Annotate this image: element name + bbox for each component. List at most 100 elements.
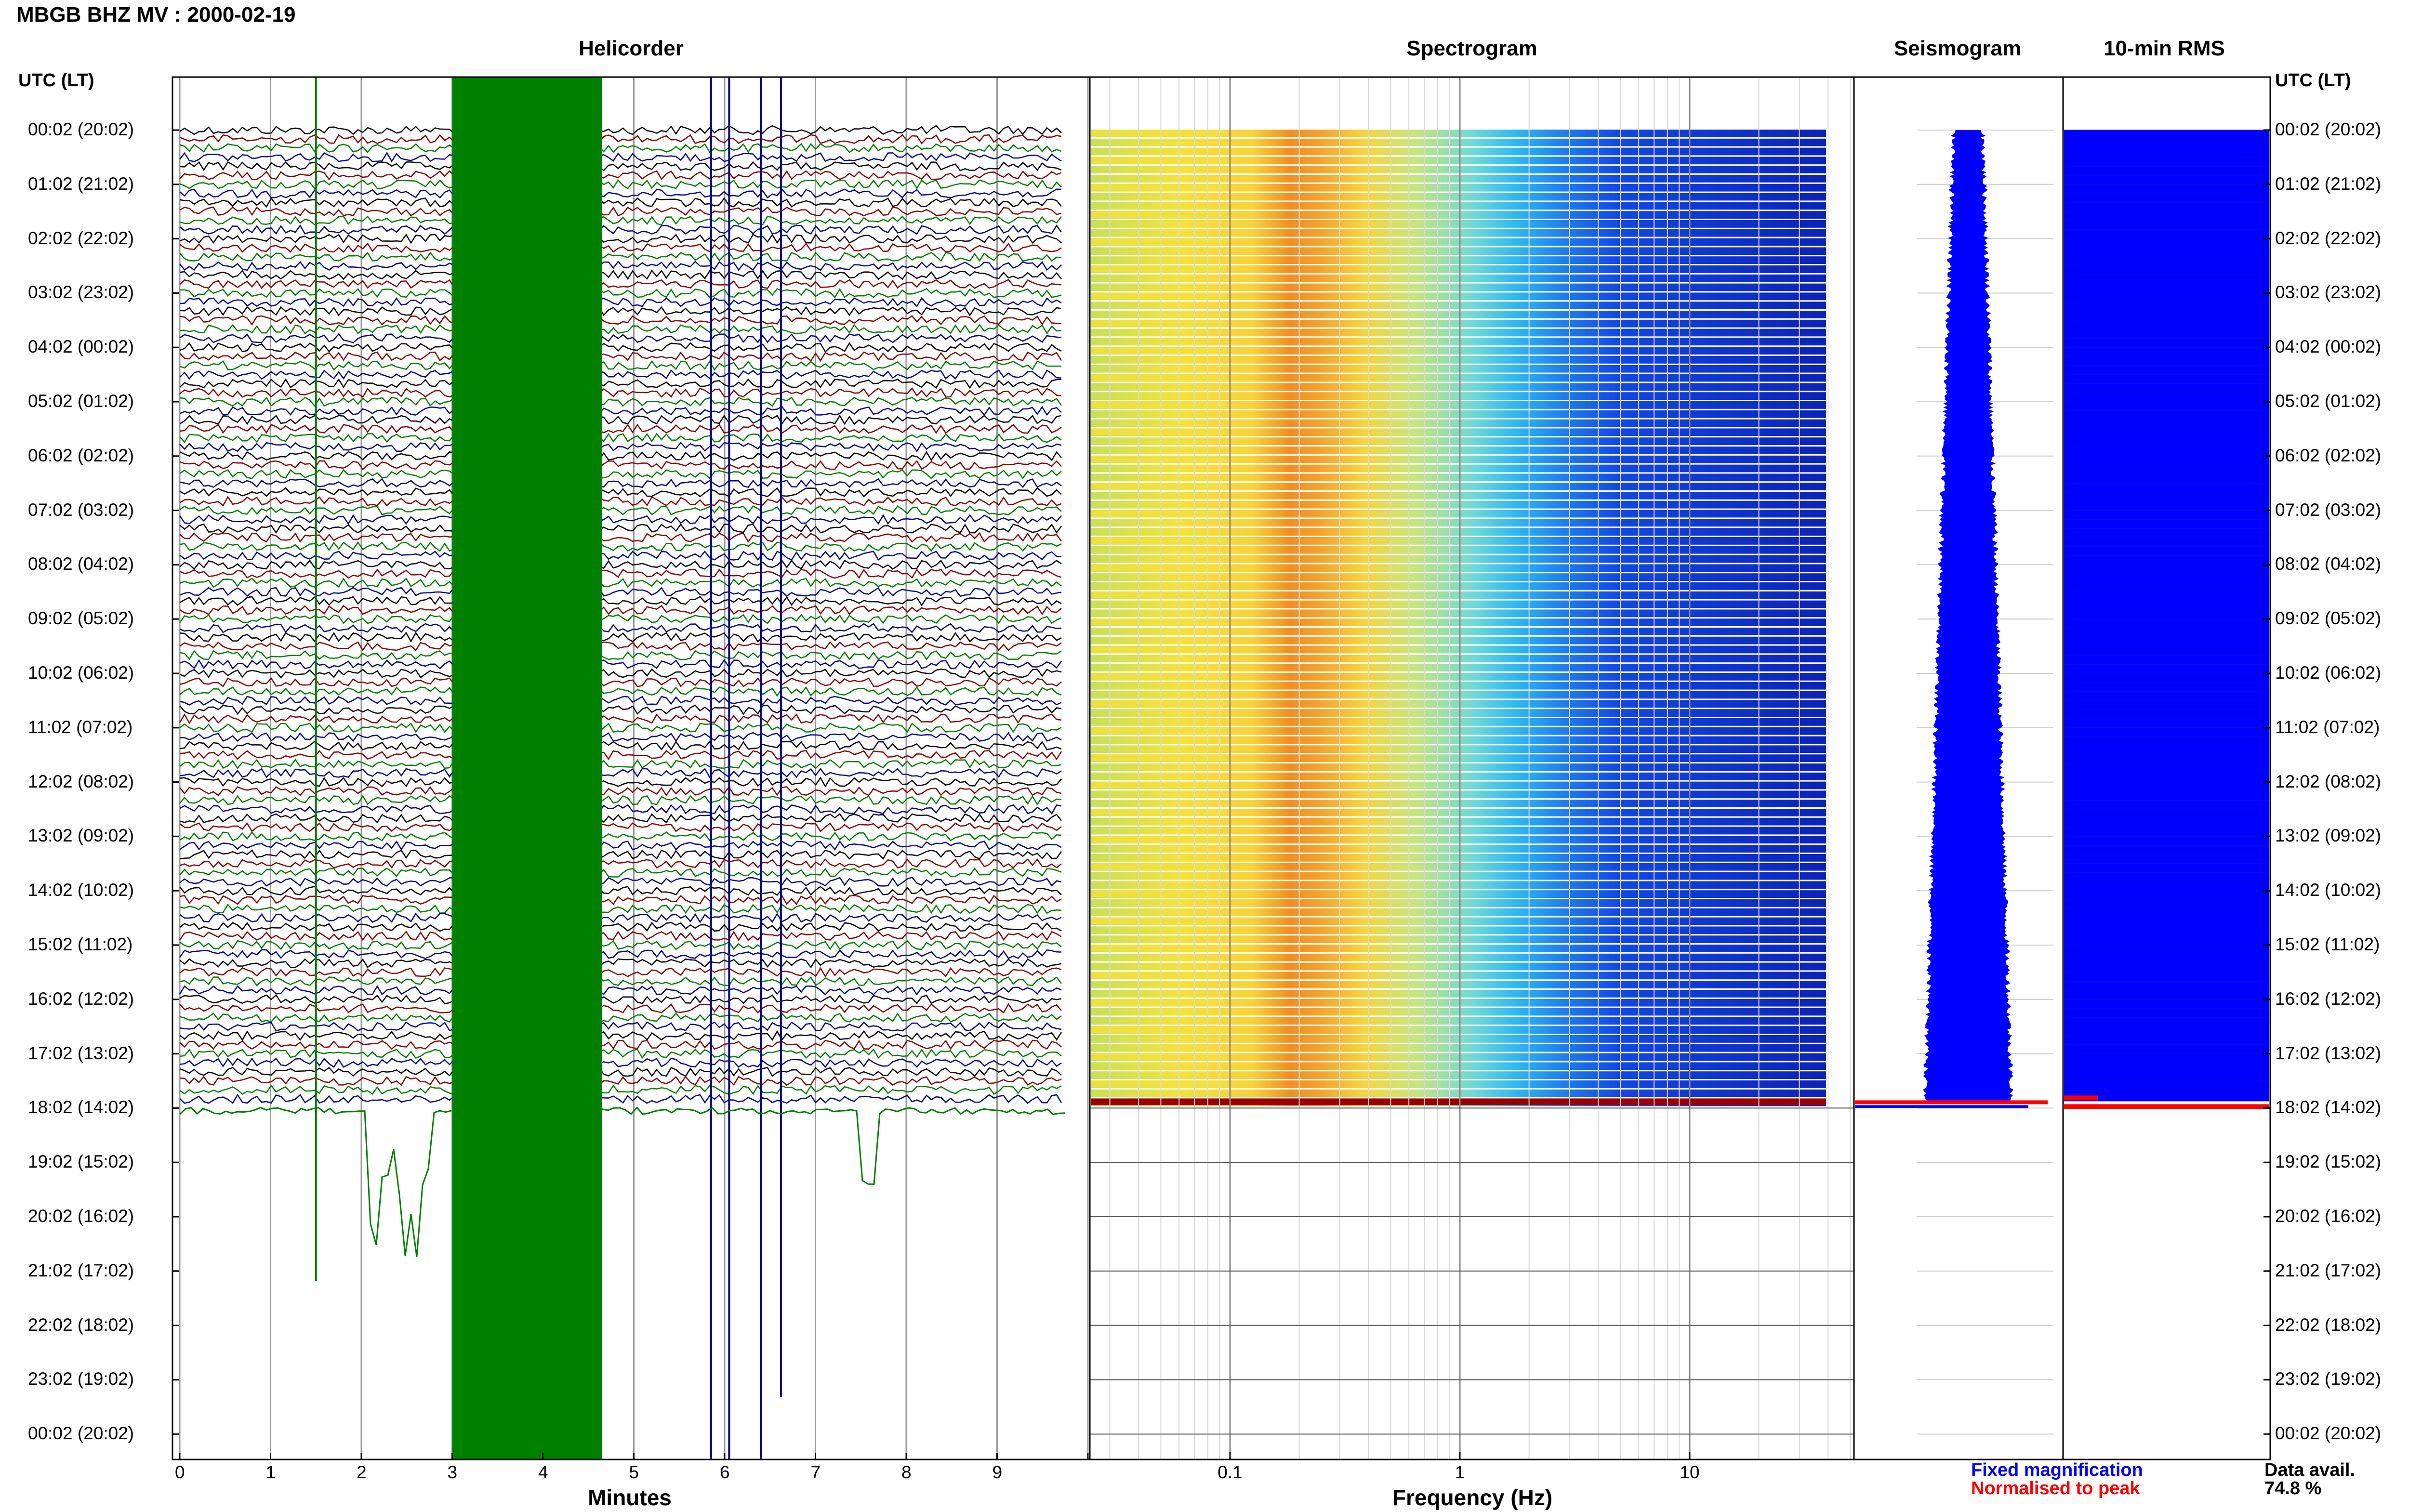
spectrogram-row	[1091, 945, 1826, 952]
time-label-right: 12:02 (08:02)	[2275, 771, 2382, 791]
helicorder-trace	[179, 496, 1062, 507]
spectrogram-row	[1091, 718, 1826, 726]
spectrogram-row	[1091, 655, 1826, 663]
spectrogram-lowfreq-cell	[1091, 999, 1226, 1006]
spectrogram-lowfreq-cell	[1091, 645, 1226, 653]
time-label-right: 09:02 (05:02)	[2275, 608, 2382, 629]
panel-frame	[172, 76, 1091, 1460]
spectrogram-row	[1091, 962, 1826, 971]
helicorder-trace	[179, 686, 1062, 697]
spectrogram-row	[1091, 347, 1826, 355]
spectrogram-lowfreq-cell	[1091, 483, 1226, 490]
helicorder-trace	[179, 732, 1062, 742]
spectrogram-row	[1091, 972, 1826, 980]
helicorder-trace	[179, 568, 1062, 579]
spectrogram-row	[1091, 292, 1826, 301]
spectrogram-lowfreq-cell	[1091, 945, 1226, 951]
rms-peak-bar	[2064, 1104, 2269, 1109]
spectrogram-lowfreq-cell	[1091, 211, 1226, 218]
page-title: MBGB BHZ MV : 2000-02-19	[16, 3, 296, 26]
rms-bars	[2064, 130, 2269, 1102]
helicorder-trace	[179, 1021, 1062, 1032]
time-label-right: 01:02 (21:02)	[2275, 173, 2382, 194]
spectrogram-row	[1091, 528, 1826, 536]
legend-normalised: Normalised to peak	[1971, 1478, 2140, 1499]
helicorder-trace	[179, 1057, 1062, 1068]
spectrogram-row	[1091, 573, 1826, 581]
helicorder-trace	[179, 224, 1062, 235]
spectrogram-row	[1091, 645, 1826, 654]
spectrogram-lowfreq-cell	[1091, 428, 1226, 435]
time-label-left: 10:02 (06:02)	[28, 663, 134, 683]
helicorder-trace	[179, 659, 1062, 670]
helicorder-trace	[179, 487, 1062, 498]
spectrogram-row	[1091, 546, 1826, 554]
helicorder-trace	[179, 478, 1062, 488]
spectrogram-lowfreq-cell	[1091, 184, 1226, 191]
time-label-right: 02:02 (22:02)	[2275, 228, 2382, 248]
spectrogram-row	[1091, 682, 1826, 690]
helicorder-trace	[179, 451, 1062, 461]
helicorder-trace	[179, 170, 1062, 181]
helicorder-trace	[179, 378, 1062, 389]
time-label-left: 00:02 (20:02)	[28, 119, 134, 139]
time-label-left: 20:02 (16:02)	[28, 1206, 134, 1226]
helicorder-trace	[179, 921, 1062, 932]
helicorder-trace	[179, 152, 1062, 163]
spectrogram-lowfreq-cell	[1091, 455, 1226, 462]
spectrogram-row	[1091, 473, 1826, 482]
spectrogram-row	[1091, 836, 1826, 844]
spectrogram-lowfreq-cell	[1091, 292, 1226, 300]
spectrogram-lowfreq-cell	[1091, 917, 1226, 924]
helicorder-tick-label: 4	[538, 1462, 548, 1482]
time-label-right: 10:02 (06:02)	[2275, 663, 2382, 683]
spectrogram-lowfreq-cell	[1091, 401, 1226, 408]
spectrogram-lowfreq-cell	[1091, 700, 1226, 707]
helicorder-trace	[179, 125, 1062, 135]
spectrogram-lowfreq-cell	[1091, 591, 1226, 598]
spectrogram-row	[1091, 338, 1826, 346]
helicorder-trace	[179, 931, 1062, 941]
spectrogram-title: Spectrogram	[1406, 37, 1537, 60]
spectrogram-row	[1091, 781, 1826, 789]
spectrogram-row	[1091, 166, 1826, 173]
spectrogram-row	[1091, 854, 1826, 862]
helicorder-tick-label: 1	[265, 1462, 276, 1482]
helicorder-trace	[179, 822, 1062, 833]
spectrogram-row	[1091, 890, 1826, 898]
spectrogram-row	[1091, 1062, 1826, 1070]
spectrogram-tick-label: 0.1	[1218, 1462, 1243, 1482]
time-label-right: 06:02 (02:02)	[2275, 445, 2382, 465]
helicorder-trace	[179, 813, 1062, 824]
time-label-right: 04:02 (00:02)	[2275, 337, 2382, 357]
helicorder-trace	[179, 143, 1062, 153]
time-label-left: 23:02 (19:02)	[28, 1369, 134, 1389]
spectrogram-row	[1091, 673, 1826, 681]
time-label-left: 22:02 (18:02)	[28, 1315, 134, 1335]
helicorder-trace	[179, 523, 1062, 534]
spectrogram-row	[1091, 184, 1826, 192]
helicorder-trace	[179, 559, 1062, 570]
helicorder-trace	[179, 541, 1062, 552]
helicorder-trace	[179, 288, 1062, 299]
rms-title: 10-min RMS	[2104, 37, 2225, 60]
rms-peak-marker	[2064, 1095, 2098, 1101]
helicorder-trace	[179, 677, 1062, 688]
spectrogram-row	[1091, 302, 1826, 309]
helicorder-trace	[179, 668, 1062, 679]
helicorder-trace	[179, 985, 1062, 996]
helicorder-trace	[179, 279, 1062, 289]
spectrogram-row	[1091, 1044, 1826, 1052]
helicorder-trace	[179, 704, 1062, 715]
helicorder-trace	[179, 269, 1062, 280]
spectrogram-row	[1091, 709, 1826, 717]
helicorder-trace	[179, 550, 1062, 561]
helicorder-trace	[179, 197, 1062, 208]
spectrogram-lowfreq-cell	[1091, 265, 1226, 272]
spectrogram-row	[1091, 953, 1826, 961]
spectrogram-row	[1091, 636, 1826, 644]
spectrogram-row	[1091, 908, 1826, 916]
time-label-right: 15:02 (11:02)	[2275, 934, 2380, 954]
spectrogram-lowfreq-cell	[1091, 972, 1226, 979]
helicorder-trace	[179, 767, 1062, 779]
